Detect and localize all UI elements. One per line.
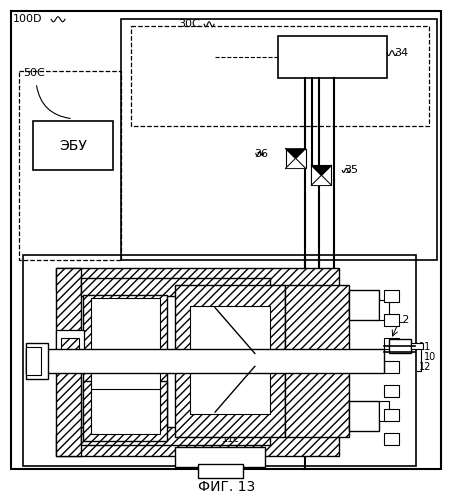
Bar <box>83 295 168 428</box>
Bar <box>198 464 243 478</box>
Bar <box>384 385 399 397</box>
Text: ФИГ. 13: ФИГ. 13 <box>198 480 256 494</box>
Bar <box>175 447 265 467</box>
Polygon shape <box>286 149 306 159</box>
Text: 35: 35 <box>344 166 358 176</box>
Bar <box>26 349 384 373</box>
Bar <box>175 285 285 359</box>
Bar <box>379 300 389 319</box>
Text: 11: 11 <box>419 342 431 352</box>
Bar <box>384 433 399 445</box>
Bar <box>23 255 416 466</box>
Bar <box>56 268 81 456</box>
Bar <box>81 278 270 296</box>
Bar <box>56 329 84 367</box>
Text: 34: 34 <box>394 48 408 58</box>
Bar <box>31 349 61 373</box>
Bar <box>384 314 399 325</box>
Bar <box>389 339 411 353</box>
Bar <box>311 166 331 185</box>
Bar <box>349 290 379 319</box>
Bar <box>285 362 349 437</box>
Bar <box>83 381 168 441</box>
Bar <box>91 298 160 352</box>
Bar <box>26 347 41 375</box>
Bar <box>190 364 270 414</box>
Bar <box>384 290 399 302</box>
Text: ЭБУ: ЭБУ <box>59 139 87 153</box>
Bar <box>56 434 339 456</box>
Text: 1B: 1B <box>215 452 228 462</box>
Bar <box>384 361 399 373</box>
Text: 10: 10 <box>424 352 436 362</box>
Text: 12: 12 <box>419 362 431 372</box>
Polygon shape <box>311 176 331 185</box>
Bar <box>131 26 429 126</box>
Text: L1: L1 <box>265 414 276 424</box>
Polygon shape <box>286 159 306 169</box>
Bar <box>33 121 113 171</box>
Text: L2: L2 <box>397 314 410 325</box>
Bar <box>91 389 160 434</box>
Bar <box>91 369 160 424</box>
Text: 11c: 11c <box>222 434 240 444</box>
Bar <box>411 343 423 349</box>
Text: L3: L3 <box>248 414 260 424</box>
Bar <box>349 401 379 431</box>
Text: 30C: 30C <box>178 19 200 29</box>
Bar <box>56 268 339 290</box>
Bar <box>26 343 48 379</box>
Bar <box>384 409 399 421</box>
Bar <box>384 337 399 349</box>
Text: 100D: 100D <box>13 14 43 24</box>
Bar <box>379 401 389 421</box>
Text: 36: 36 <box>254 149 268 159</box>
Bar <box>81 427 270 445</box>
Bar <box>278 36 387 78</box>
Bar <box>190 306 270 355</box>
Bar <box>175 362 285 437</box>
Text: 50C: 50C <box>23 68 45 78</box>
Bar <box>286 149 306 169</box>
Bar <box>285 285 349 359</box>
Bar <box>121 19 437 260</box>
Bar <box>19 71 121 260</box>
Bar <box>61 337 79 359</box>
Polygon shape <box>311 166 331 176</box>
